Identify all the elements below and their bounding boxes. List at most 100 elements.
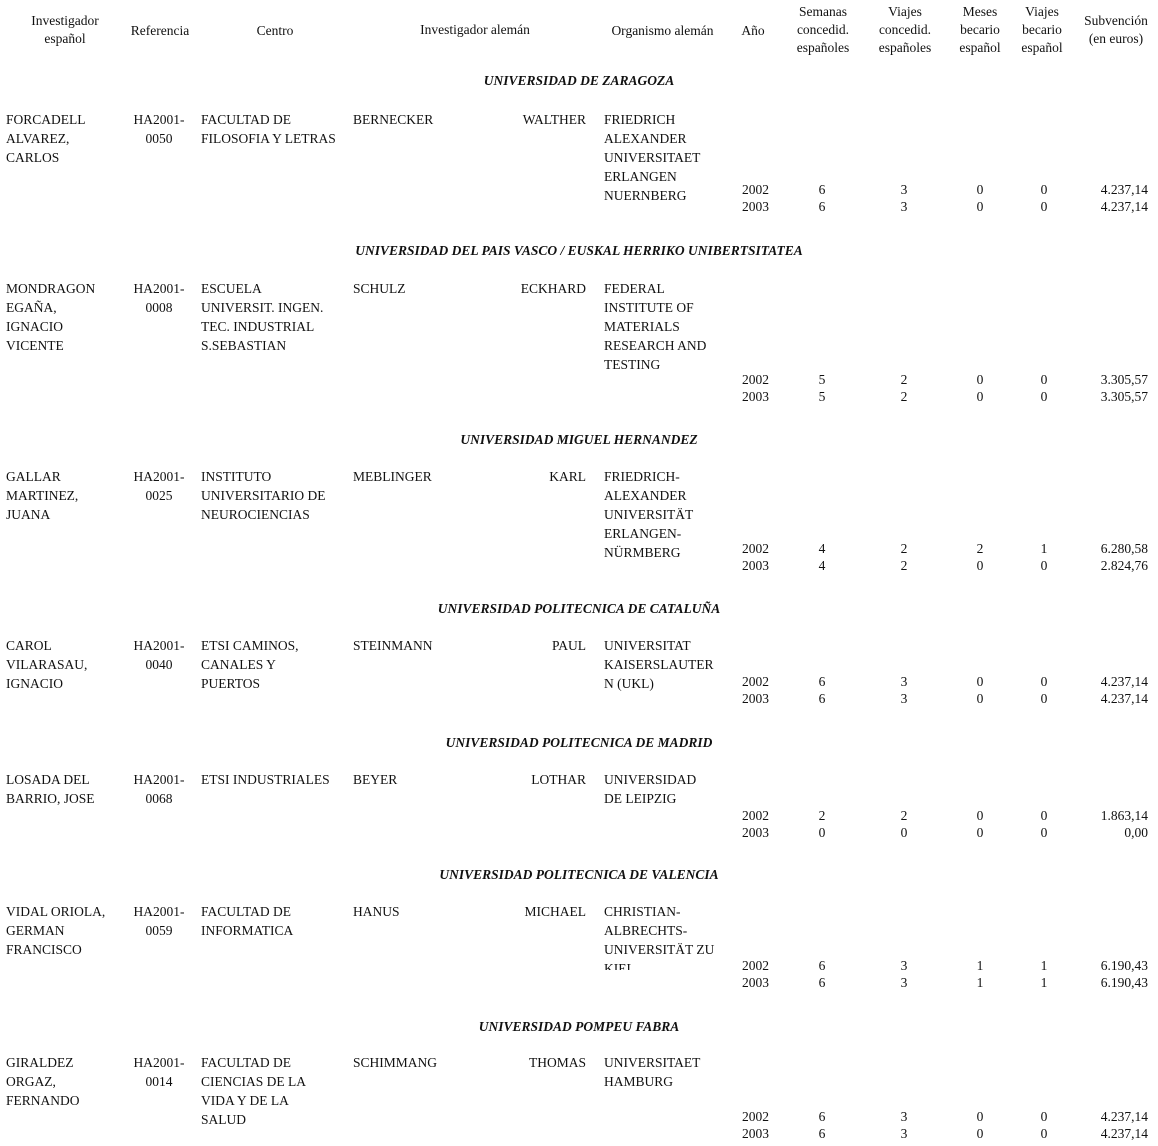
- spanish-researcher: CAROL VILARASAU, IGNACIO: [6, 638, 88, 691]
- cell-semanas: 6: [818, 691, 826, 706]
- cell-anio: 2003: [742, 199, 769, 214]
- german-organization: FRIEDRICH ALEXANDER UNIVERSITAET ERLANGE…: [604, 112, 701, 200]
- cell-viajes: 2: [900, 372, 908, 387]
- cell-semanas: 0: [818, 825, 826, 840]
- cell-subvencion: 6.280,58: [1100, 541, 1148, 556]
- cell-viajes-becario: 1: [1040, 975, 1048, 990]
- university-heading: UNIVERSIDAD POLITECNICA DE MADRID: [445, 735, 713, 750]
- cell-subvencion: 4.237,14: [1100, 199, 1148, 214]
- cell-viajes-becario: 0: [1040, 674, 1048, 689]
- cell-anio: 2003: [742, 558, 769, 573]
- cell-viajes-becario: 0: [1040, 691, 1048, 706]
- cell-anio: 2002: [742, 372, 769, 387]
- german-researcher-firstname: THOMAS: [528, 1055, 586, 1070]
- cell-viajes: 2: [900, 541, 908, 556]
- german-researcher-firstname: WALTHER: [522, 112, 586, 127]
- header-subvencion: Subvención (en euros): [1084, 13, 1148, 46]
- spanish-researcher: GALLAR MARTINEZ, JUANA: [6, 469, 79, 522]
- cell-anio: 2003: [742, 691, 769, 706]
- reference-code: HA2001- 0068: [133, 772, 185, 806]
- cell-semanas: 6: [818, 182, 826, 197]
- header-anio: Año: [741, 23, 765, 38]
- cell-semanas: 6: [818, 975, 826, 990]
- cell-subvencion: 4.237,14: [1100, 691, 1148, 706]
- cell-meses: 0: [976, 691, 984, 706]
- university-heading: UNIVERSIDAD POMPEU FABRA: [478, 1019, 680, 1034]
- cell-viajes-becario: 0: [1040, 182, 1048, 197]
- cell-subvencion: 0,00: [1124, 825, 1148, 840]
- spanish-researcher: FORCADELL ALVAREZ, CARLOS: [6, 112, 86, 165]
- header-meses-becario: Meses becario español: [959, 4, 1001, 55]
- german-researcher-surname: SCHIMMANG: [353, 1055, 438, 1070]
- cell-anio: 2002: [742, 674, 769, 689]
- reference-code: HA2001- 0014: [133, 1055, 185, 1089]
- german-organization: CHRISTIAN- ALBRECHTS- UNIVERSITÄT ZU KIE…: [604, 904, 715, 970]
- cell-semanas: 2: [818, 808, 826, 823]
- german-researcher-firstname: KARL: [549, 469, 586, 484]
- spanish-researcher: GIRALDEZ ORGAZ, FERNANDO: [6, 1055, 80, 1108]
- german-researcher-firstname: PAUL: [551, 638, 586, 653]
- cell-anio: 2003: [742, 389, 769, 404]
- header-centro: Centro: [256, 23, 294, 38]
- university-heading: UNIVERSIDAD POLITECNICA DE VALENCIA: [439, 867, 719, 882]
- german-researcher-surname: HANUS: [353, 904, 400, 919]
- university-heading: UNIVERSIDAD POLITECNICA DE CATALUÑA: [437, 601, 721, 616]
- cell-meses: 0: [976, 182, 984, 197]
- reference-code: HA2001- 0008: [133, 281, 185, 315]
- cell-viajes: 2: [900, 808, 908, 823]
- cell-viajes-becario: 0: [1040, 1109, 1048, 1124]
- cell-meses: 0: [976, 808, 984, 823]
- center-name: FACULTAD DE FILOSOFIA Y LETRAS: [201, 112, 336, 146]
- center-name: ETSI INDUSTRIALES: [201, 772, 330, 787]
- cell-viajes-becario: 1: [1040, 958, 1048, 973]
- cell-subvencion: 4.237,14: [1100, 182, 1148, 197]
- german-organization: FEDERAL INSTITUTE OF MATERIALS RESEARCH …: [604, 281, 707, 372]
- cell-viajes-becario: 0: [1040, 825, 1048, 840]
- german-researcher-surname: BEYER: [353, 772, 398, 787]
- cell-semanas: 5: [818, 389, 826, 404]
- cell-subvencion: 4.237,14: [1100, 1109, 1148, 1124]
- cell-subvencion: 6.190,43: [1100, 975, 1148, 990]
- cell-meses: 1: [976, 958, 984, 973]
- cell-anio: 2002: [742, 182, 769, 197]
- german-researcher-surname: SCHULZ: [353, 281, 406, 296]
- cell-viajes-becario: 1: [1040, 541, 1048, 556]
- german-researcher-firstname: ECKHARD: [520, 281, 586, 296]
- german-researcher-surname: STEINMANN: [353, 638, 433, 653]
- cell-semanas: 6: [818, 958, 826, 973]
- university-heading: UNIVERSIDAD DEL PAIS VASCO / EUSKAL HERR…: [355, 243, 803, 258]
- center-name: INSTITUTO UNIVERSITARIO DE NEUROCIENCIAS: [201, 469, 326, 522]
- spanish-researcher: LOSADA DEL BARRIO, JOSE: [6, 772, 95, 806]
- cell-subvencion: 4.237,14: [1100, 674, 1148, 689]
- german-organization: UNIVERSITAT KAISERSLAUTER N (UKL): [604, 638, 714, 691]
- header-semanas: Semanas concedid. españoles: [796, 4, 850, 55]
- cell-meses: 0: [976, 1109, 984, 1124]
- reference-code: HA2001- 0059: [133, 904, 185, 938]
- cell-semanas: 6: [818, 1126, 826, 1141]
- german-researcher-surname: MEBLINGER: [353, 469, 432, 484]
- cell-viajes: 3: [900, 1109, 908, 1124]
- cell-viajes-becario: 0: [1040, 199, 1048, 214]
- reference-code: HA2001- 0050: [133, 112, 185, 146]
- cell-semanas: 6: [818, 1109, 826, 1124]
- header-viajes-concedid: Viajes concedid. españoles: [878, 4, 932, 55]
- cell-viajes-becario: 0: [1040, 1126, 1048, 1141]
- cell-subvencion: 1.863,14: [1100, 808, 1148, 823]
- german-researcher-firstname: MICHAEL: [524, 904, 587, 919]
- cell-viajes: 3: [900, 1126, 908, 1141]
- cell-meses: 0: [976, 199, 984, 214]
- cell-subvencion: 3.305,57: [1100, 389, 1148, 404]
- spanish-researcher: MONDRAGON EGAÑA, IGNACIO VICENTE: [6, 281, 96, 353]
- cell-subvencion: 4.237,14: [1100, 1126, 1148, 1141]
- german-organization: UNIVERSIDAD DE LEIPZIG: [604, 772, 697, 806]
- cell-anio: 2003: [742, 975, 769, 990]
- cell-viajes: 3: [900, 199, 908, 214]
- cell-viajes: 2: [900, 389, 908, 404]
- cell-viajes-becario: 0: [1040, 808, 1048, 823]
- cell-viajes-becario: 0: [1040, 389, 1048, 404]
- cell-anio: 2002: [742, 1109, 769, 1124]
- cell-viajes: 3: [900, 958, 908, 973]
- german-organization: UNIVERSITAET HAMBURG: [604, 1055, 701, 1089]
- cell-viajes: 3: [900, 691, 908, 706]
- cell-anio: 2003: [742, 825, 769, 840]
